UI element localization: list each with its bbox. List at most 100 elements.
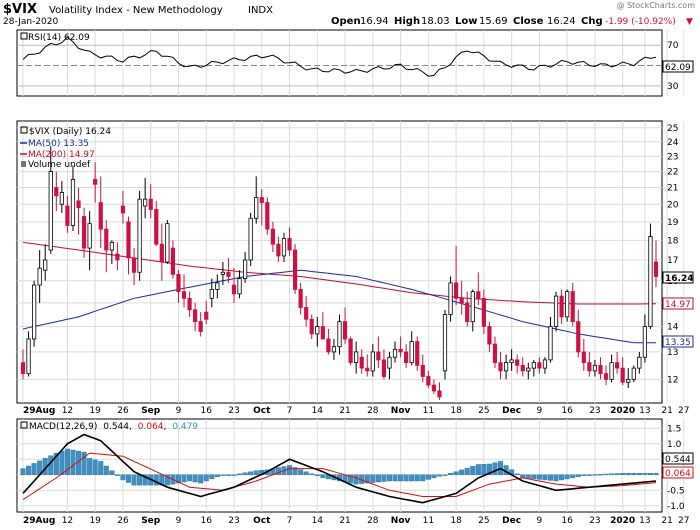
price-tick-label: 12 <box>667 375 678 385</box>
candle-down <box>615 362 620 369</box>
macd-histogram-bar <box>314 474 320 477</box>
macd-x-tick-label: 21 <box>661 516 672 526</box>
candle-down <box>620 367 625 383</box>
candle-up <box>631 367 636 380</box>
macd-histogram-bar <box>486 463 492 476</box>
candle-down <box>454 282 459 299</box>
macd-histogram-bar <box>542 474 548 481</box>
price-x-tick-label: 18 <box>450 406 462 416</box>
candle-down <box>276 243 281 257</box>
price-x-tick-label: 23 <box>589 406 600 416</box>
candle-down <box>603 373 609 380</box>
macd-legend-hist: 0.479 <box>172 422 198 432</box>
candle-down <box>176 273 181 293</box>
volume-legend-swatch <box>21 161 26 167</box>
candle-up <box>553 295 559 327</box>
candle-down <box>359 356 364 369</box>
candle-down <box>559 295 564 318</box>
macd-histogram-bar <box>647 473 653 475</box>
candle-down <box>76 200 81 209</box>
rsi-layer <box>22 36 657 77</box>
price-legend: $VIX (Daily) 16.24 MA(50) 13.35 MA(200) … <box>20 126 111 170</box>
macd-histogram-bar <box>92 459 98 476</box>
candle-down <box>304 307 309 320</box>
candle-up <box>337 321 342 348</box>
candle-down <box>287 238 292 251</box>
macd-x-tick-label: 2020 <box>610 516 635 526</box>
macd-histogram-bar <box>242 472 248 476</box>
macd-histogram-bar <box>353 474 359 485</box>
macd-histogram-bar <box>153 474 159 486</box>
stockcharts-watermark: @ StockCharts.com <box>617 1 696 10</box>
candle-down <box>292 249 298 290</box>
macd-histogram-bar <box>187 474 193 482</box>
price-x-tick-label: 12 <box>62 406 73 416</box>
macd-histogram-bar <box>292 467 298 476</box>
macd-histogram-bar <box>26 465 32 475</box>
candle-down <box>420 364 425 377</box>
candle-down <box>381 359 387 377</box>
macd-tick-label: -0.5 <box>667 486 685 496</box>
macd-histogram-bar <box>231 474 237 476</box>
candle-down <box>20 362 26 375</box>
macd-histogram-bar <box>570 474 576 479</box>
macd-histogram-bar <box>409 474 415 482</box>
macd-histogram-bar <box>620 473 626 475</box>
candle-up <box>392 348 398 358</box>
macd-legend-signal: 0.064 <box>138 422 164 432</box>
candle-down <box>487 326 492 345</box>
candle-down <box>476 291 481 299</box>
price-x-tick-label: 29Aug <box>23 406 55 416</box>
rsi-badge-text: 62.09 <box>665 63 691 73</box>
macd-histogram-bar <box>592 474 598 476</box>
macd-histogram-bar <box>375 474 381 483</box>
price-x-tick-label: 16 <box>201 406 213 416</box>
candle-up <box>48 171 53 251</box>
candle-up <box>448 282 453 315</box>
macd-histogram-bar <box>103 465 109 475</box>
candle-down <box>270 228 275 245</box>
candle-up <box>37 267 42 286</box>
candle-down <box>348 338 353 364</box>
candle-down <box>309 318 314 335</box>
macd-histogram-bar <box>436 474 442 477</box>
macd-histogram-bar <box>137 474 143 486</box>
candle-up <box>32 284 37 340</box>
rsi-legend: RSI(14) 62.09 <box>20 32 90 43</box>
open-label: Open <box>331 16 361 27</box>
candle-up <box>526 367 531 372</box>
macd-histogram-bar <box>248 471 254 476</box>
macd-histogram-bar <box>298 469 304 475</box>
macd-x-tick-label: Dec <box>502 516 521 526</box>
volume-legend-text: Volume undef <box>28 160 91 170</box>
candle-up <box>237 278 242 295</box>
macd-histogram-bar <box>625 473 631 475</box>
candle-down <box>398 348 403 353</box>
candle-down <box>170 247 176 275</box>
macd-histogram-bar <box>142 474 148 486</box>
price-x-tick-label: 2020 <box>610 406 635 416</box>
macd-histogram-bar <box>403 474 409 482</box>
macd-x-tick-label: 23 <box>589 516 600 526</box>
ohlc-readout: Open 16.94 High 18.03 Low 15.69 Close 16… <box>331 16 693 27</box>
candle-down <box>492 343 498 364</box>
candle-up <box>370 351 375 372</box>
candle-down <box>120 205 126 214</box>
macd-x-tick-label: 12 <box>62 516 73 526</box>
price-x-tick-label: 11 <box>423 406 434 416</box>
macd-histogram-bar <box>386 474 392 482</box>
candle-up <box>243 259 248 280</box>
price-tick-label: 21 <box>667 184 678 194</box>
rsi-tick-label: 70 <box>667 41 679 51</box>
macd-histogram-bar <box>575 474 581 478</box>
macd-histogram-bar <box>459 469 465 475</box>
macd-histogram-bar <box>609 473 615 475</box>
macd-histogram-bar <box>492 462 498 475</box>
candle-down <box>376 351 381 361</box>
high-label: High <box>394 16 420 27</box>
macd-histogram-bar <box>64 448 70 476</box>
macd-histogram-bar <box>398 474 404 482</box>
rsi-badge: 62.09 <box>662 60 694 73</box>
candle-up <box>87 223 92 249</box>
